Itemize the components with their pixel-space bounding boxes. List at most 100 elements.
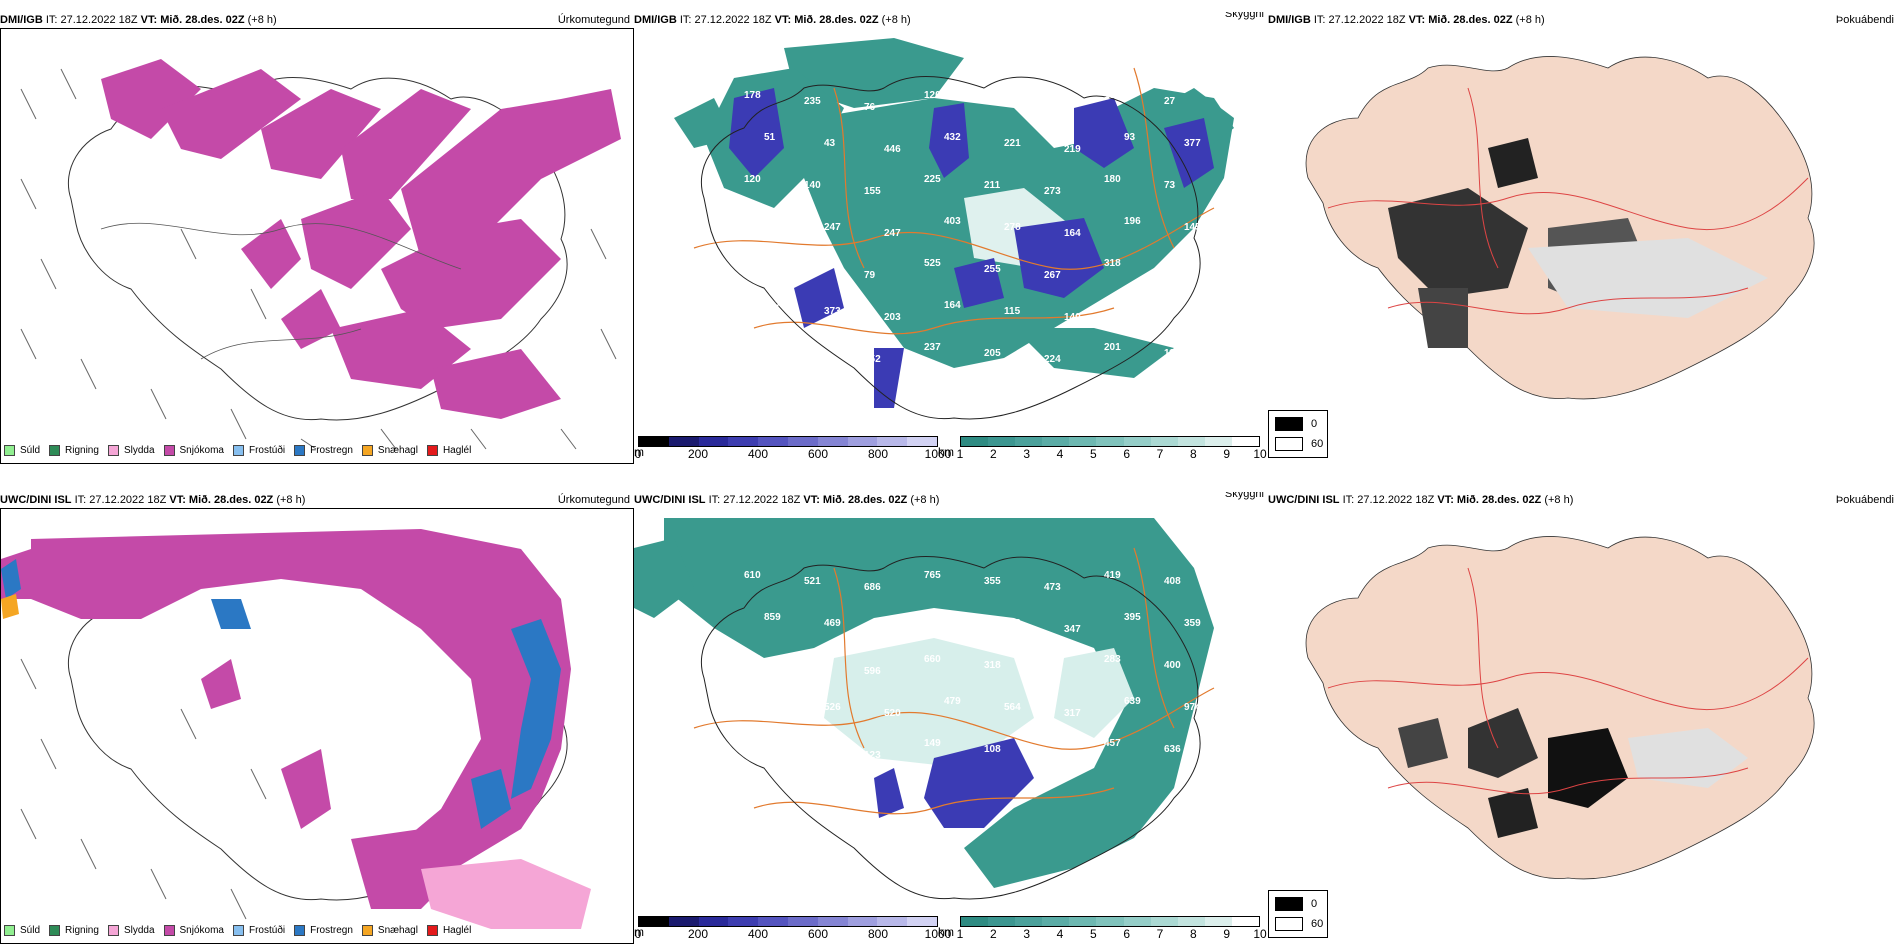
colorbar-swatch bbox=[847, 917, 878, 926]
colorbar-tick-label: 800 bbox=[867, 927, 889, 941]
colorbar-boxes bbox=[638, 916, 938, 927]
fog-light-area bbox=[1528, 238, 1768, 318]
visibility-value-label: 76 bbox=[864, 102, 876, 113]
colorbar-swatch bbox=[1069, 917, 1097, 926]
visibility-value-label: 457 bbox=[1104, 738, 1121, 749]
visibility-value-label: 164 bbox=[944, 300, 961, 311]
colorbar-unit: km bbox=[938, 925, 954, 939]
init-time: IT: 27.12.2022 18Z bbox=[1313, 14, 1406, 26]
visibility-value-label: 219 bbox=[1064, 144, 1081, 155]
legend-item-haglel: Haglél bbox=[426, 924, 471, 936]
fog-legend-row: 0 bbox=[1275, 897, 1317, 911]
roads bbox=[100, 222, 462, 360]
colorbar-tick-label: 6 bbox=[1123, 927, 1130, 941]
visibility-value-label: 432 bbox=[944, 132, 961, 143]
panel-header: DMI/IGB IT: 27.12.2022 18Z VT: Mið. 28.d… bbox=[1268, 12, 1900, 28]
visibility-map-bottom: 610 521 686 765 355 473 419 408 859 469 843 724 863 3… bbox=[634, 518, 1215, 900]
colorbar-swatch bbox=[668, 437, 699, 446]
visibility-value-label: 403 bbox=[944, 216, 961, 227]
visibility-value-label: 120 bbox=[744, 174, 761, 185]
sleet-areas bbox=[421, 859, 591, 929]
fog-roads bbox=[1327, 87, 1809, 315]
snow-pellet-areas bbox=[1, 594, 19, 619]
visibility-value-label: 178 bbox=[744, 90, 761, 101]
visibility-value-label: 159 bbox=[1104, 90, 1121, 101]
legend-label: Rigning bbox=[65, 444, 99, 456]
model-source: DMI/IGB bbox=[1268, 14, 1311, 26]
freezing-rain-areas bbox=[1, 559, 561, 829]
visibility-value-label: 610 bbox=[744, 570, 761, 581]
visibility-value-label: 145 bbox=[1184, 222, 1201, 233]
legend-swatch bbox=[361, 924, 373, 936]
panel-header: UWC/DINI ISL IT: 27.12.2022 18Z VT: Mið.… bbox=[634, 492, 1268, 508]
legend-swatch bbox=[426, 444, 438, 456]
fog-legend: 0 60 bbox=[1268, 890, 1328, 938]
visibility-value-label: 521 bbox=[804, 576, 821, 587]
panel-title: Skyggni bbox=[1224, 12, 1264, 20]
legend-item-frostudi: Frostúði bbox=[232, 444, 286, 456]
legend-swatch bbox=[49, 924, 61, 936]
panel-header: DMI/IGB IT: 27.12.2022 18Z VT: Mið. 28.d… bbox=[0, 12, 634, 28]
visibility-value-label: 120 bbox=[924, 90, 941, 101]
lead-time: (+8 h) bbox=[1544, 494, 1574, 506]
visibility-value-label: 469 bbox=[824, 618, 841, 629]
visibility-value-label: 149 bbox=[924, 738, 941, 749]
panel-header: DMI/IGB IT: 27.12.2022 18Z VT: Mið. 28.d… bbox=[634, 12, 1268, 28]
fog-legend-row: 60 bbox=[1275, 437, 1323, 451]
colorbar-tick-label: 600 bbox=[807, 927, 829, 941]
visibility-value-label: 859 bbox=[764, 612, 781, 623]
colorbar-swatch bbox=[1231, 437, 1260, 446]
visibility-value-label: 843 bbox=[884, 624, 901, 635]
coastline bbox=[700, 556, 1201, 900]
legend-swatch bbox=[232, 444, 244, 456]
visibility-value-label: 347 bbox=[1064, 624, 1081, 635]
visibility-light-areas bbox=[824, 638, 1134, 768]
init-time: IT: 27.12.2022 18Z bbox=[74, 494, 167, 506]
visibility-value-label: 93 bbox=[1124, 132, 1136, 143]
colorbar-km: km 1 2 3 4 5 6 7 8 9 10 bbox=[938, 436, 1267, 461]
init-time: IT: 27.12.2022 18Z bbox=[708, 494, 801, 506]
visibility-value-label: 51 bbox=[764, 132, 776, 143]
legend-label: Rigning bbox=[65, 924, 99, 936]
fog-legend-row: 0 bbox=[1275, 417, 1317, 431]
visibility-value-label: 884 bbox=[744, 258, 761, 269]
visibility-value-label: 639 bbox=[1124, 696, 1141, 707]
snow-areas bbox=[101, 59, 621, 419]
visibility-value-label: 252 bbox=[864, 354, 881, 365]
legend-item-rigning: Rigning bbox=[49, 924, 99, 936]
colorbar-ticks: 1 2 3 4 5 6 7 8 9 10 bbox=[957, 447, 1267, 461]
colorbar-tick-label: 8 bbox=[1189, 927, 1197, 941]
colorbar-tick-label: 400 bbox=[747, 927, 769, 941]
colorbar-swatch bbox=[1123, 437, 1151, 446]
visibility-value-label: 190 bbox=[804, 348, 821, 359]
visibility-value-label: 225 bbox=[924, 174, 941, 185]
visibility-value-label: 318 bbox=[984, 660, 1001, 671]
colorbar-swatch bbox=[817, 437, 848, 446]
visibility-value-label: 377 bbox=[1184, 138, 1201, 149]
legend-item-frostregn: Frostregn bbox=[294, 924, 353, 936]
legend-label: Frostúði bbox=[248, 444, 286, 456]
colorbar-swatch bbox=[817, 917, 848, 926]
colorbar-tick-label: 400 bbox=[747, 447, 769, 461]
visibility-value-label: 205 bbox=[984, 348, 1001, 359]
visibility-low-areas bbox=[874, 738, 1034, 828]
legend-label: Frostúði bbox=[248, 924, 286, 936]
visibility-value-label: 140 bbox=[804, 180, 821, 191]
valid-time: VT: Mið. 28.des. 02Z bbox=[169, 494, 274, 506]
init-time: IT: 27.12.2022 18Z bbox=[679, 14, 772, 26]
visibility-value-label: 131 bbox=[804, 660, 821, 671]
legend-label: Frostregn bbox=[310, 924, 353, 936]
roads bbox=[693, 547, 1215, 815]
model-source: DMI/IGB bbox=[634, 14, 677, 26]
colorbar-unit: km bbox=[938, 445, 954, 459]
legend-item-slydda: Slydda bbox=[107, 924, 155, 936]
legend-swatch bbox=[361, 444, 373, 456]
init-time: IT: 27.12.2022 18Z bbox=[45, 14, 138, 26]
precip-type-panel-bottom: UWC/DINI ISL IT: 27.12.2022 18Z VT: Mið.… bbox=[0, 492, 634, 944]
panel-header: UWC/DINI ISL IT: 27.12.2022 18Z VT: Mið.… bbox=[0, 492, 634, 508]
visibility-value-label: 155 bbox=[864, 186, 881, 197]
colorbar-swatch bbox=[1123, 917, 1151, 926]
visibility-panel-top: DMI/IGB IT: 27.12.2022 18Z VT: Mið. 28.d… bbox=[634, 12, 1268, 464]
legend-label: Súld bbox=[20, 444, 41, 456]
visibility-value-label: 318 bbox=[1104, 258, 1121, 269]
